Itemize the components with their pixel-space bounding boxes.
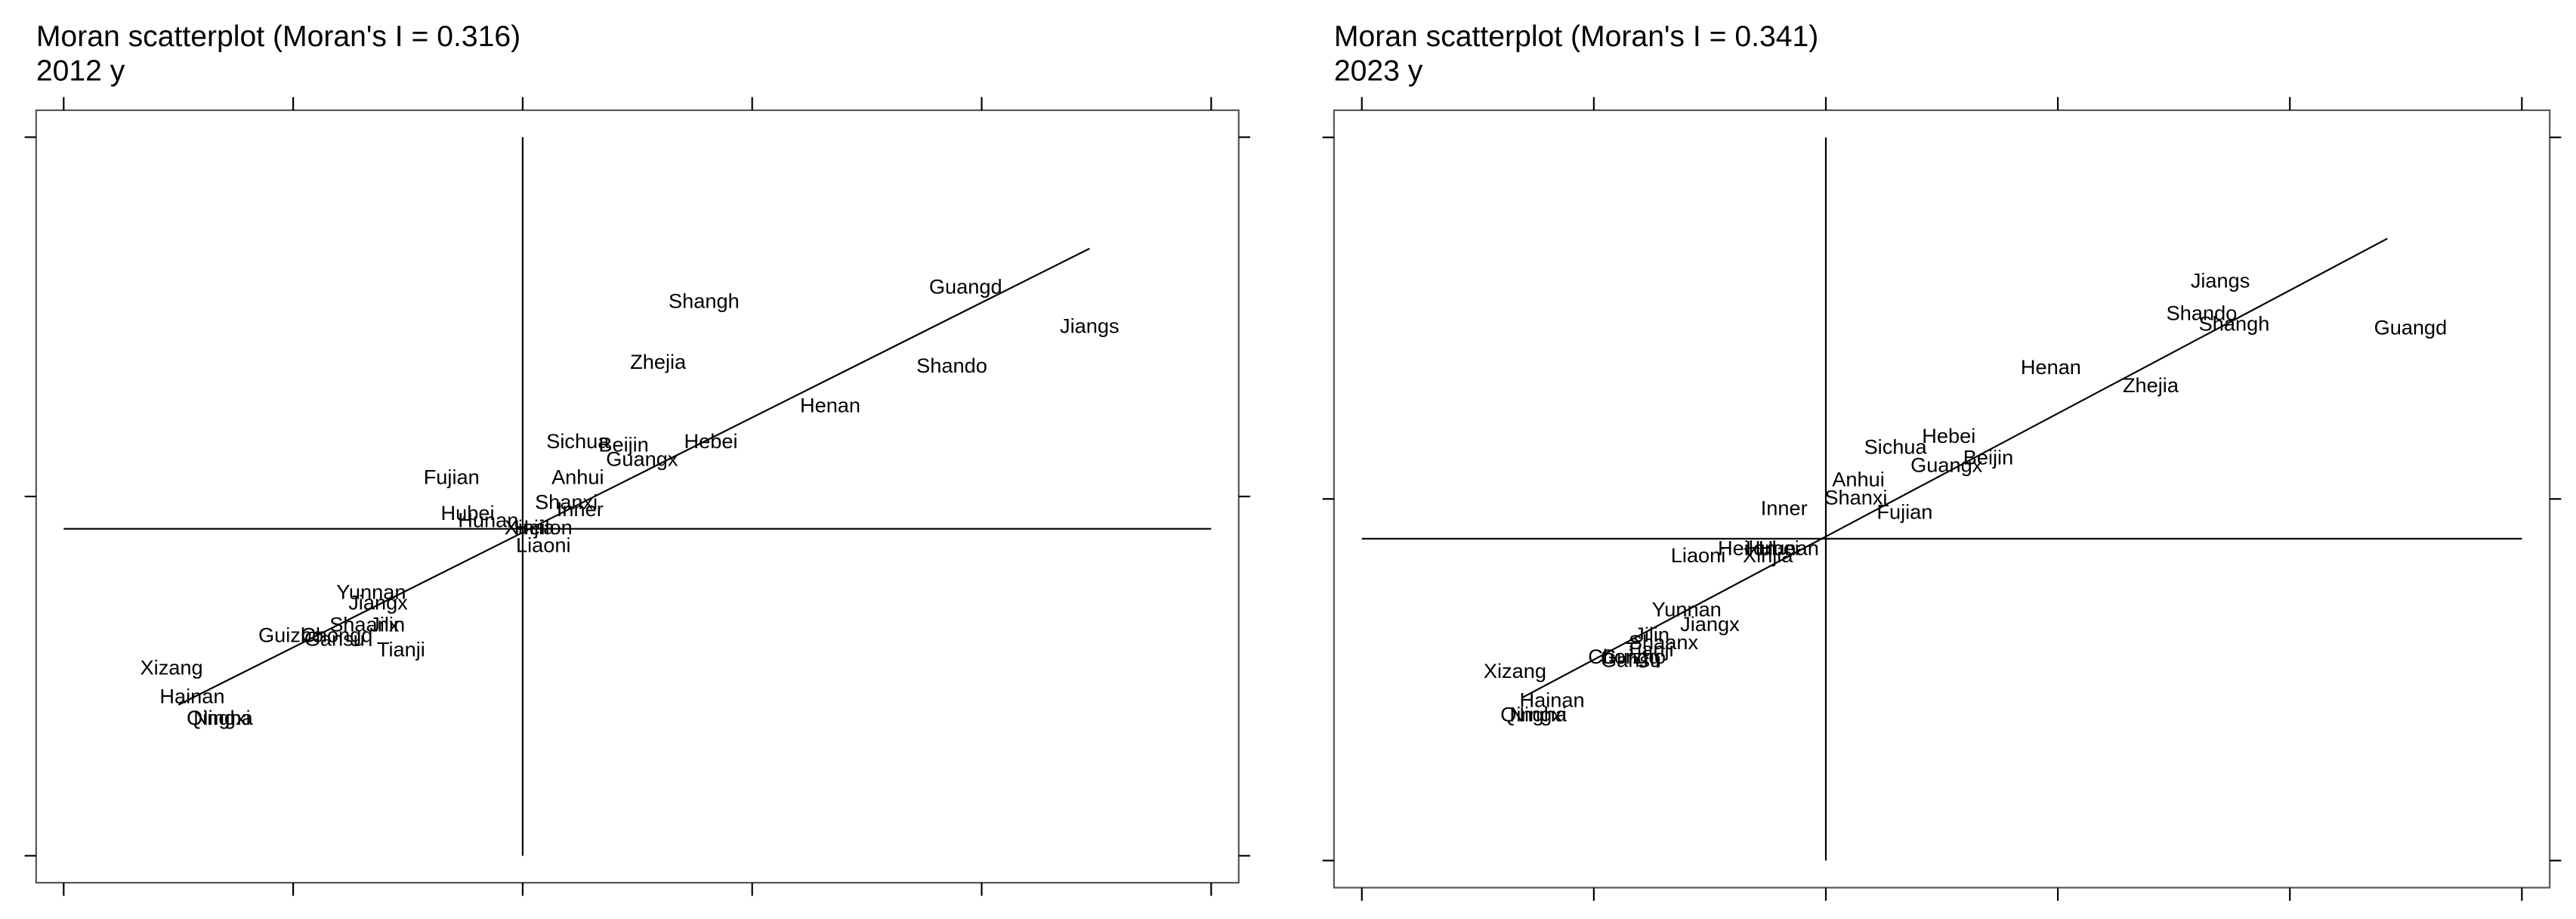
point-label: Inner [1761, 497, 1808, 520]
point-label: Sichua [546, 429, 610, 453]
point-label: Hubei [440, 501, 494, 524]
point-label: Hunan [1759, 536, 1819, 559]
point-label: Xinjia [505, 515, 555, 539]
point-label: Henan [2021, 355, 2081, 379]
point-label: Tianji [1626, 637, 1674, 661]
point-label: Fujian [424, 465, 480, 488]
fit-line [178, 247, 1090, 706]
point-label: Jilin [369, 612, 405, 636]
point-label: Shaanx [329, 612, 400, 636]
point-label: Chongq [301, 623, 372, 647]
point-label: Hebei [1922, 424, 1975, 447]
chart-title: Moran scatterplot (Moran's I = 0.341) [1334, 20, 1818, 53]
point-label: Anhui [1832, 467, 1885, 490]
point-label: Shando [916, 354, 987, 377]
point-label: Henan [800, 393, 860, 416]
point-label: Guangx [1910, 453, 1983, 476]
point-label: Hainan [1520, 688, 1585, 711]
point-label: Hebei [684, 429, 738, 453]
point-label: Zhejia [630, 350, 687, 373]
panel: Moran scatterplot (Moran's I = 0.341)202… [1322, 20, 2562, 901]
point-label: Guangx [606, 447, 678, 471]
point-label: Shanxi [535, 490, 598, 514]
point-label: Xizang [141, 655, 203, 679]
point-label: Gansu [304, 627, 365, 650]
point-label: Qingha [1500, 702, 1568, 726]
point-label: Shanxi [1824, 485, 1887, 509]
point-label: Liaoni [516, 534, 571, 557]
chart-title: Moran scatterplot (Moran's I = 0.316) [36, 20, 520, 53]
point-label: Heilon [1718, 536, 1776, 559]
point-label: Jiangx [348, 591, 408, 614]
point-label: Shaanx [1629, 630, 1699, 654]
point-label: Jiangx [1680, 612, 1740, 636]
point-label: Zhejia [2123, 373, 2179, 397]
point-label: Beijin [598, 433, 648, 456]
point-label: Sichua [1864, 435, 1928, 458]
point-label: Shando [2167, 301, 2238, 324]
point-label: Fujian [1876, 500, 1932, 524]
point-label: Xizang [1484, 659, 1546, 682]
chart-subtitle: 2012 y [36, 55, 125, 88]
point-label: Liaoni [1671, 543, 1726, 567]
point-label: Shangh [669, 289, 740, 312]
point-label: Tianji [377, 638, 425, 661]
point-label: Gansu [1601, 648, 1661, 672]
point-label: Guangd [929, 274, 1002, 298]
point-label: Hunan [458, 508, 518, 531]
point-label: Xinjia [1743, 543, 1793, 567]
point-label: Heilon [514, 515, 573, 539]
point-label: Jiangs [2191, 268, 2250, 292]
point-label: Yunnan [336, 580, 406, 603]
point-label: Jilin [1634, 623, 1669, 646]
point-label: Ningxi [1509, 702, 1567, 726]
plot-frame [35, 109, 1240, 884]
point-label: Chongq [1588, 645, 1660, 668]
chart-subtitle: 2023 y [1334, 55, 1423, 88]
point-label: Inner [557, 497, 604, 521]
point-label: Jiangs [1060, 314, 1120, 338]
point-label: Anhui [551, 465, 604, 488]
point-label: Hainan [159, 684, 224, 707]
point-label: Qingha [187, 706, 254, 729]
fit-line [1521, 237, 2388, 699]
plot-frame [1333, 109, 2551, 889]
point-label: Guizho [258, 623, 323, 647]
point-label: Yunnan [1652, 598, 1722, 621]
panel: Moran scatterplot (Moran's I = 0.316)201… [24, 20, 1250, 896]
point-label: Ningxi [193, 706, 251, 729]
point-label: Guangd [2374, 316, 2448, 339]
point-label: Hubei [1746, 536, 1799, 559]
point-label: Shangh [2199, 312, 2270, 336]
point-label: Beijin [1963, 446, 2013, 469]
point-label: Guizho [1601, 645, 1666, 668]
